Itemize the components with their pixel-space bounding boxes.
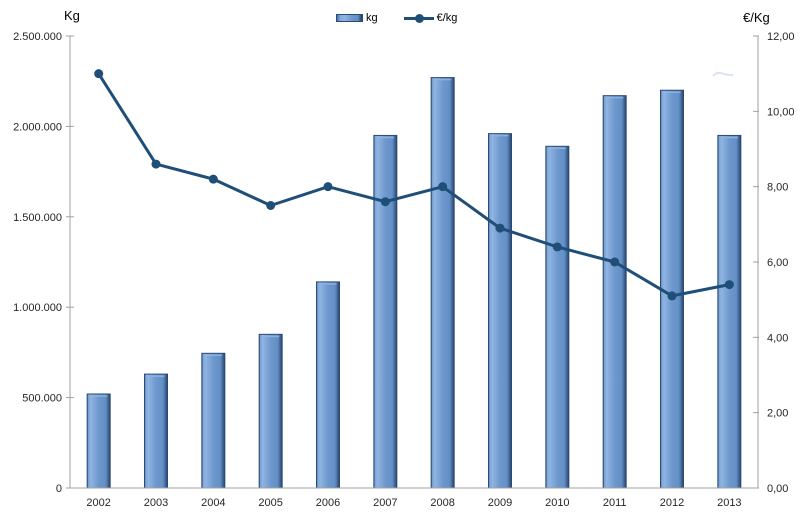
left-axis-tick-label: 1.000.000	[13, 302, 62, 314]
bar-2007[interactable]	[373, 134, 398, 489]
right-axis-tick-label: 10,00	[767, 106, 795, 118]
x-axis-label-2008: 2008	[430, 497, 454, 509]
x-axis-label-2009: 2009	[488, 497, 512, 509]
bar-2011[interactable]	[602, 95, 627, 489]
legend-label-eur-per-kg: €/kg	[436, 12, 458, 24]
line-marker-2010[interactable]	[552, 242, 562, 252]
line-marker-2008[interactable]	[438, 182, 448, 192]
legend-item-kg[interactable]: kg	[336, 12, 378, 24]
legend-item-eur-per-kg[interactable]: €/kg	[403, 12, 458, 24]
bar-2012[interactable]	[660, 89, 684, 489]
left-axis-tick-label: 2.500.000	[13, 31, 62, 43]
line-marker-2003[interactable]	[151, 159, 161, 169]
bar-2008[interactable]	[430, 77, 455, 489]
bar-2005[interactable]	[258, 333, 283, 489]
left-axis-tick-label: 500.000	[22, 393, 62, 405]
right-axis-tick-label: 2,00	[767, 408, 788, 420]
line-series-swatch-icon	[403, 13, 434, 23]
bar-2009[interactable]	[488, 133, 512, 489]
x-axis-label-2006: 2006	[316, 497, 340, 509]
line-marker-2013[interactable]	[724, 280, 734, 290]
left-axis-tick-label: 1.500.000	[13, 212, 62, 224]
x-axis-label-2013: 2013	[717, 497, 741, 509]
bar-2004[interactable]	[201, 352, 226, 489]
left-axis-tick-label: 0	[56, 483, 62, 495]
x-axis-label-2004: 2004	[201, 497, 225, 509]
bar-2003[interactable]	[144, 373, 168, 489]
right-axis-tick-label: 4,00	[767, 332, 788, 344]
line-marker-2012[interactable]	[667, 291, 677, 301]
line-marker-2005[interactable]	[266, 201, 276, 210]
bar-2002[interactable]	[86, 393, 111, 489]
bar-2013[interactable]	[717, 134, 742, 489]
x-axis-label-2010: 2010	[545, 497, 569, 509]
right-axis-title: €/Kg	[743, 10, 770, 25]
watermark-squiggle	[712, 71, 734, 77]
bar-2006[interactable]	[316, 281, 340, 489]
x-axis-label-2012: 2012	[660, 497, 684, 509]
left-axis-tick-label: 2.000.000	[13, 121, 62, 133]
x-axis-label-2011: 2011	[603, 497, 627, 509]
x-axis-label-2002: 2002	[86, 497, 110, 509]
right-axis-tick-label: 0,00	[767, 483, 788, 495]
bar-2010[interactable]	[545, 145, 570, 489]
left-axis-title: Kg	[64, 8, 80, 23]
x-axis-label-2007: 2007	[373, 497, 397, 509]
right-axis-tick-label: 8,00	[767, 182, 788, 194]
legend-label-kg: kg	[366, 12, 378, 24]
bar-series-swatch-icon	[336, 14, 363, 22]
x-axis-label-2003: 2003	[144, 497, 168, 509]
line-marker-2009[interactable]	[495, 223, 505, 233]
chart-legend: kg €/kg	[336, 12, 457, 24]
line-marker-2007[interactable]	[380, 197, 390, 207]
right-axis-tick-label: 6,00	[767, 257, 788, 269]
line-marker-2006[interactable]	[323, 182, 333, 192]
eur-per-kg-line[interactable]	[97, 72, 731, 298]
right-axis-tick-label: 12,00	[767, 31, 795, 43]
line-marker-2004[interactable]	[208, 174, 218, 184]
line-marker-2011[interactable]	[610, 257, 620, 267]
line-marker-2002[interactable]	[94, 69, 104, 79]
x-axis-label-2005: 2005	[258, 497, 282, 509]
